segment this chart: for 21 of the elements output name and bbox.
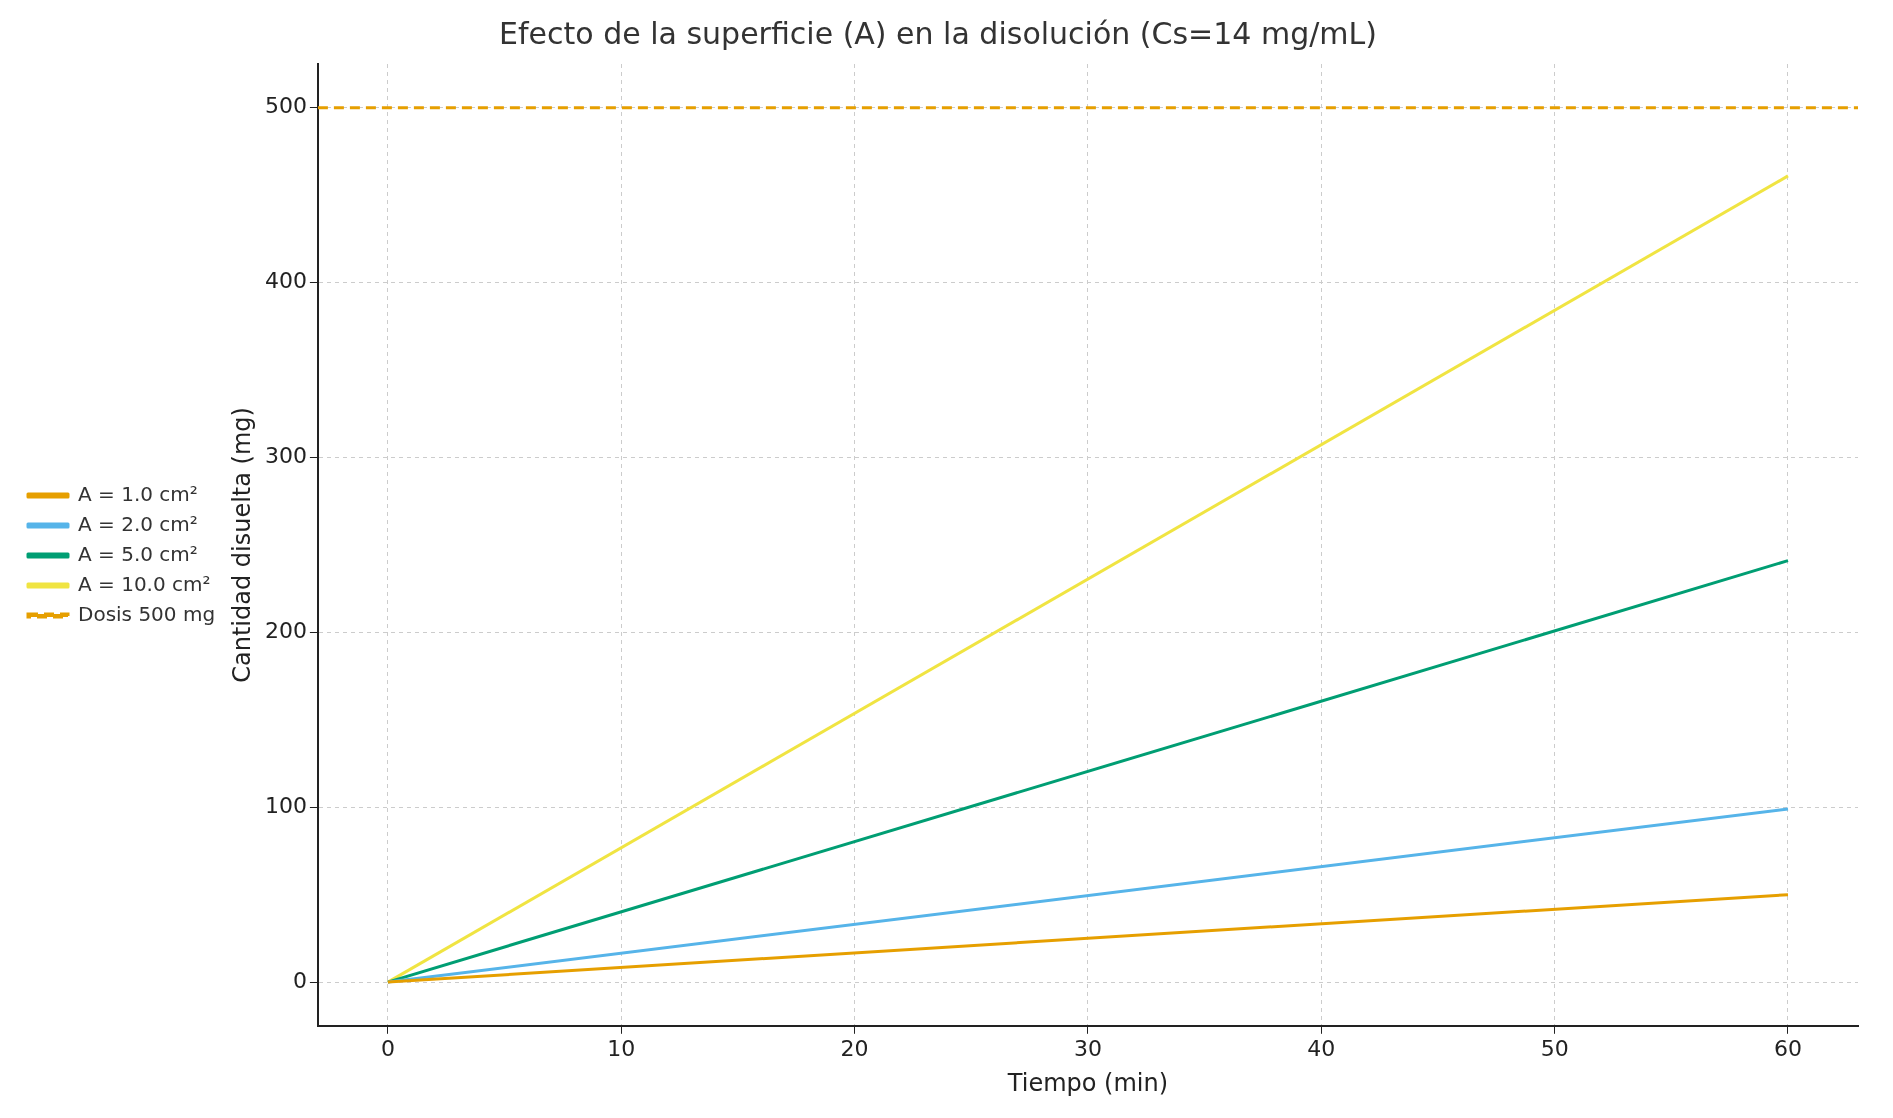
x-tick-label: 40 <box>1307 1035 1336 1061</box>
x-tick-label: 60 <box>1773 1035 1802 1061</box>
x-tick-label: 20 <box>840 1035 869 1061</box>
y-tick-label: 300 <box>264 443 307 469</box>
legend-label: Dosis 500 mg <box>78 601 216 626</box>
legend-label: A = 1.0 cm² <box>78 481 198 506</box>
x-tick-label: 30 <box>1073 1035 1102 1061</box>
legend-label: A = 2.0 cm² <box>78 511 198 536</box>
legend-label: A = 10.0 cm² <box>78 571 211 596</box>
y-axis-title: Cantidad disuelta (mg) <box>227 407 256 683</box>
y-tick-label: 500 <box>264 93 307 119</box>
legend-label: A = 5.0 cm² <box>78 541 198 566</box>
x-axis-title: Tiempo (min) <box>1006 1068 1169 1097</box>
chart-title: Efecto de la superficie (A) en la disolución (Cs=14 mg/mL) <box>499 15 1377 51</box>
x-tick-label: 10 <box>607 1035 636 1061</box>
y-tick-label: 100 <box>264 792 307 818</box>
x-tick-label: 50 <box>1540 1035 1569 1061</box>
y-tick-label: 400 <box>264 268 307 294</box>
x-tick-label: 0 <box>380 1035 395 1061</box>
y-tick-label: 0 <box>292 967 307 993</box>
y-tick-label: 200 <box>264 618 307 644</box>
